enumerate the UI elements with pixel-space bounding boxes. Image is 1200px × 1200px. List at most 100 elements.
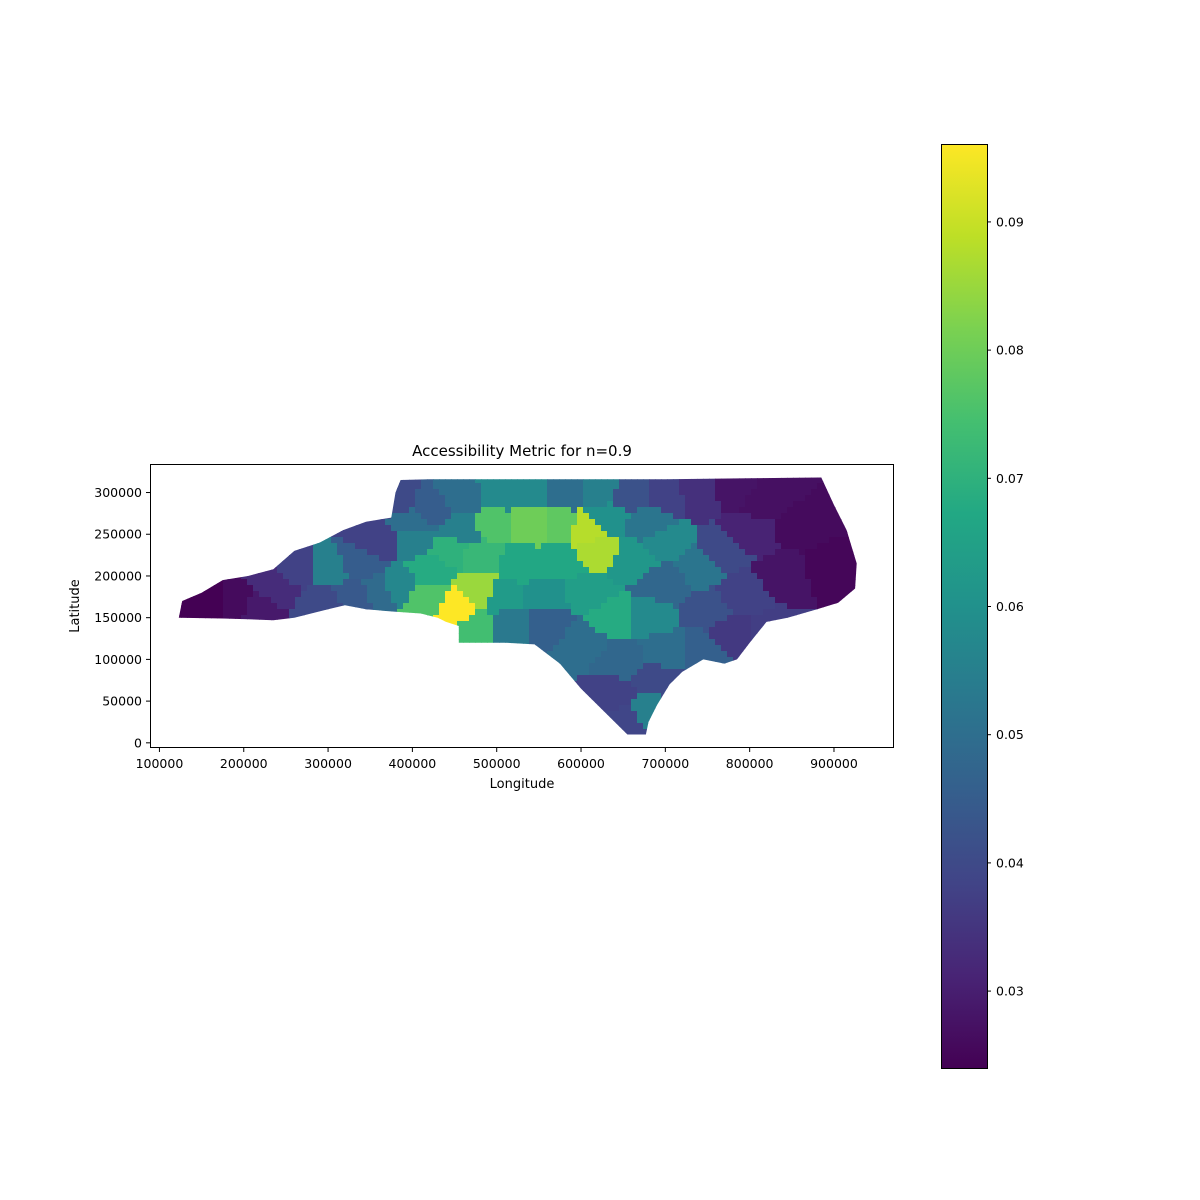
map-cell <box>391 519 398 526</box>
map-cell <box>649 699 656 706</box>
map-cell <box>643 549 650 556</box>
map-cell <box>703 543 710 550</box>
map-cell <box>178 543 182 550</box>
map-cell <box>475 711 482 718</box>
map-cell <box>757 591 764 598</box>
map-cell <box>463 657 470 664</box>
map-cell <box>589 519 596 526</box>
map-cell <box>523 657 530 664</box>
map-cell <box>589 525 596 532</box>
map-cell <box>517 711 524 718</box>
map-cell <box>517 483 524 490</box>
map-cell <box>391 537 398 544</box>
map-cell <box>241 723 248 730</box>
map-cell <box>301 549 308 556</box>
map-cell <box>379 507 386 514</box>
map-cell <box>199 489 206 496</box>
map-cell <box>469 729 476 735</box>
map-cell <box>283 651 290 658</box>
map-cell <box>271 741 278 748</box>
map-cell <box>307 729 314 735</box>
map-cell <box>379 555 386 562</box>
map-cell <box>169 501 176 508</box>
map-cell <box>265 681 272 688</box>
map-cell <box>685 693 692 700</box>
map-cell <box>271 525 278 532</box>
map-cell <box>583 681 590 688</box>
map-cell <box>313 465 320 472</box>
map-cell <box>745 603 752 610</box>
map-cell <box>289 633 296 640</box>
map-cell <box>709 531 716 538</box>
map-cell <box>547 735 554 742</box>
map-cell <box>673 615 680 622</box>
map-cell <box>181 495 188 502</box>
map-cell <box>553 567 560 574</box>
map-cell <box>463 549 470 556</box>
map-cell <box>325 621 332 628</box>
map-cell <box>505 585 512 592</box>
map-cell <box>517 681 524 688</box>
map-cell <box>217 561 224 568</box>
map-cell <box>775 735 782 742</box>
map-cell <box>535 639 542 646</box>
map-cell <box>157 735 164 742</box>
map-cell <box>595 645 602 652</box>
map-cell <box>565 729 572 735</box>
map-cell <box>481 483 488 490</box>
map-cell <box>571 585 578 592</box>
map-cell <box>343 573 350 580</box>
map-cell <box>553 669 560 676</box>
map-cell <box>565 477 572 478</box>
map-cell <box>367 567 374 574</box>
map-cell <box>223 477 230 484</box>
map-cell <box>529 543 536 550</box>
map-cell <box>169 603 176 610</box>
map-cell <box>691 645 698 652</box>
map-cell <box>517 609 524 616</box>
map-cell <box>721 723 728 730</box>
map-cell <box>625 615 632 622</box>
map-cell <box>403 531 410 538</box>
map-cell <box>649 495 656 502</box>
map-cell <box>325 717 332 724</box>
map-cell <box>763 633 770 640</box>
map-cell <box>235 651 242 658</box>
map-cell <box>703 693 710 700</box>
map-cell <box>373 543 380 550</box>
map-cell <box>661 609 668 616</box>
map-cell <box>235 675 242 682</box>
map-cell <box>733 699 740 706</box>
map-cell <box>619 633 626 640</box>
map-cell <box>403 555 410 562</box>
map-cell <box>475 567 482 574</box>
map-cell <box>709 633 716 640</box>
map-cell <box>637 495 644 502</box>
map-cell <box>529 651 536 658</box>
map-cell <box>739 489 746 496</box>
map-cell <box>253 561 260 568</box>
map-cell <box>385 735 392 742</box>
map-cell <box>409 573 416 580</box>
map-cell <box>337 693 344 700</box>
map-cell <box>703 579 710 586</box>
map-cell <box>445 507 452 514</box>
map-cell <box>661 621 668 628</box>
map-cell <box>523 711 530 718</box>
map-cell <box>325 693 332 700</box>
map-cell <box>757 699 764 706</box>
map-cell <box>397 579 404 586</box>
map-cell <box>751 483 758 490</box>
map-cell <box>619 579 626 586</box>
map-cell <box>523 549 530 556</box>
map-cell <box>205 615 212 622</box>
map-cell <box>637 675 644 682</box>
map-cell <box>178 675 182 682</box>
map-cell <box>679 477 686 484</box>
map-cell <box>655 573 662 580</box>
map-cell <box>487 729 494 735</box>
map-cell <box>301 489 308 496</box>
map-cell <box>319 591 326 598</box>
map-cell <box>193 591 200 598</box>
map-cell <box>229 711 236 718</box>
